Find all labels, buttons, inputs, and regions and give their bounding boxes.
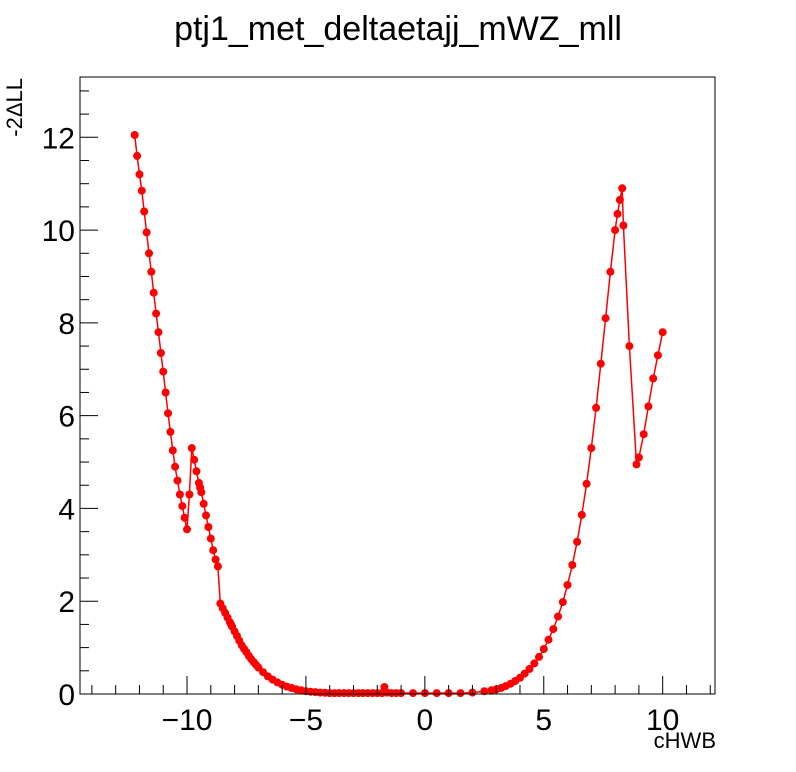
data-point [563, 581, 572, 589]
data-point [159, 367, 168, 376]
data-layer [130, 131, 667, 698]
data-point [173, 476, 182, 485]
data-point [409, 689, 417, 698]
data-point [133, 151, 142, 160]
x-axis: −10 −5 0 5 10 [91, 676, 711, 737]
data-point [135, 170, 144, 179]
y-axis-title: -2ΔLL [2, 78, 27, 137]
data-point [554, 612, 562, 621]
y-tick-label: 0 [58, 679, 75, 712]
data-point [199, 499, 208, 508]
data-point [480, 687, 489, 696]
data-point [211, 555, 220, 564]
data-point [178, 502, 187, 511]
y-axis: 0 2 4 6 8 10 12 [42, 90, 98, 712]
data-point [206, 534, 215, 543]
data-point [601, 314, 610, 323]
data-point [592, 403, 601, 412]
plot-frame [79, 76, 716, 695]
data-point [606, 267, 615, 276]
data-point [632, 460, 641, 469]
y-tick-label: 2 [58, 586, 75, 619]
data-point [582, 479, 591, 488]
data-point [140, 207, 149, 216]
data-point [634, 453, 643, 462]
data-point [180, 513, 189, 522]
data-point [190, 455, 199, 464]
data-point [183, 525, 191, 534]
data-point [142, 228, 151, 237]
data-point [619, 221, 628, 230]
data-point [587, 444, 596, 453]
data-point [192, 467, 201, 476]
data-point [456, 689, 465, 698]
data-point [213, 562, 222, 571]
data-point [161, 388, 170, 397]
data-point [658, 328, 667, 337]
x-axis-title: cHWB [654, 728, 716, 753]
data-point [209, 546, 218, 555]
data-point [171, 462, 180, 471]
data-point [152, 309, 161, 318]
x-tick-label: 5 [535, 704, 552, 737]
data-point [147, 267, 156, 276]
data-point [154, 328, 163, 337]
y-tick-label: 6 [58, 401, 75, 434]
data-point [168, 446, 177, 455]
data-point [644, 402, 653, 411]
data-point [432, 689, 441, 698]
data-point [577, 510, 586, 519]
x-tick-label: −10 [162, 704, 213, 737]
data-point [130, 131, 139, 139]
x-tick-label: −5 [289, 704, 323, 737]
data-point [639, 430, 648, 439]
data-point [653, 351, 662, 360]
data-point [187, 444, 196, 453]
data-point [197, 488, 206, 497]
data-point [145, 249, 153, 258]
data-point [615, 195, 624, 204]
data-point [535, 652, 543, 661]
data-point [611, 226, 620, 235]
data-point [204, 523, 213, 531]
data-point [149, 288, 158, 297]
data-point [164, 409, 172, 418]
data-point [202, 511, 210, 520]
chart-title: ptj1_met_deltaetajj_mWZ_mll [174, 10, 622, 48]
data-point [175, 490, 184, 499]
data-point [613, 209, 622, 218]
x-tick-label: 10 [646, 704, 679, 737]
data-point [625, 342, 634, 351]
data-point [137, 186, 146, 195]
y-tick-label: 8 [58, 308, 75, 341]
data-point [618, 184, 627, 193]
data-point [156, 349, 165, 357]
y-tick-label: 12 [42, 122, 75, 155]
data-point [649, 374, 658, 383]
data-point [530, 659, 539, 668]
data-point [596, 359, 605, 368]
data-point [558, 598, 567, 607]
data-point [539, 645, 548, 653]
data-point [185, 490, 194, 499]
y-tick-label: 4 [58, 493, 75, 526]
data-point [544, 635, 553, 644]
data-point [568, 561, 577, 569]
y-tick-label: 10 [42, 215, 75, 248]
data-point [573, 537, 582, 546]
x-tick-label: 0 [417, 704, 434, 737]
data-point [549, 625, 558, 634]
data-point [166, 427, 175, 436]
data-point [525, 664, 534, 673]
